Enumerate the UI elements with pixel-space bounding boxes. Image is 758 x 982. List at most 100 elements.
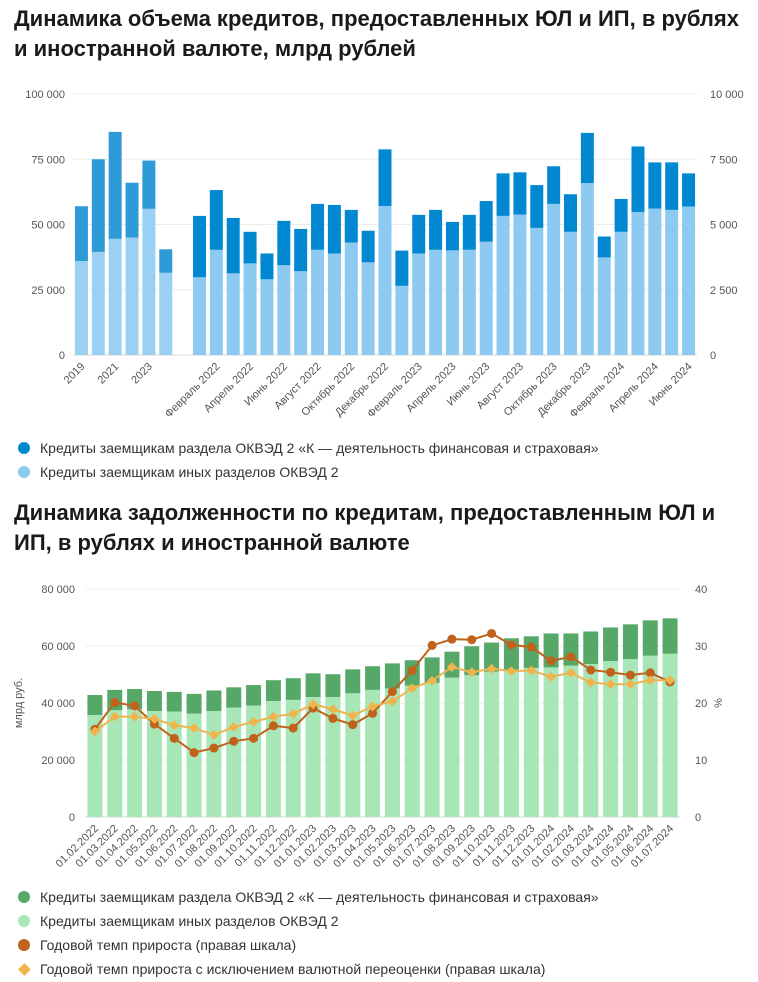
x-tick-label: 2021 — [95, 361, 121, 387]
left-tick-label: 0 — [59, 350, 65, 362]
bar-other-Июль 2023 — [496, 215, 510, 355]
bar-financial-Ноябрь 2023 — [564, 194, 578, 232]
right-tick-label: 7 500 — [710, 154, 738, 166]
bar-other-2019 — [74, 261, 88, 355]
bar-other-Октябрь 2023 — [547, 203, 561, 355]
legend-item-growth-rate[interactable]: Годовой темп прироста (правая шкала) — [18, 933, 599, 957]
growth-rate-ex-fx-point — [248, 716, 259, 727]
growth-rate-point — [328, 713, 338, 723]
right-tick-label: 5 000 — [710, 220, 738, 232]
bar-financial — [325, 674, 341, 698]
bar-other — [246, 705, 262, 817]
growth-rate-point — [209, 743, 219, 753]
growth-rate-point — [546, 656, 556, 666]
bar-other — [622, 659, 638, 817]
bar-other — [503, 669, 519, 817]
growth-rate-ex-fx-point — [585, 677, 596, 688]
right-tick-label: 0 — [710, 350, 716, 362]
bar-financial-Май 2023 — [462, 214, 476, 250]
bar-financial-Сентябрь 2022 — [327, 204, 341, 254]
bar-financial — [603, 627, 619, 662]
legend-item-other[interactable]: Кредиты заемщикам иных разделов ОКВЭД 2 — [18, 909, 599, 933]
growth-rate-ex-fx-point — [228, 721, 239, 732]
bar-financial-Апрель 2023 — [445, 221, 459, 251]
right-tick-label: 20 — [695, 698, 707, 710]
bar-other-Май 2022 — [260, 279, 274, 355]
growth-rate-point — [606, 667, 616, 677]
growth-rate-ex-fx-point — [565, 667, 576, 678]
bar-financial — [87, 695, 103, 715]
growth-rate-ex-fx-point — [526, 665, 537, 676]
bar-other — [603, 661, 619, 817]
bar-financial — [384, 663, 400, 689]
growth-rate-point — [467, 635, 477, 645]
legend-marker-icon — [18, 891, 30, 903]
bar-other — [325, 697, 341, 817]
left-tick-label: 50 000 — [31, 220, 65, 232]
growth-rate-point — [288, 723, 298, 733]
bar-financial — [464, 646, 480, 676]
bar-other — [87, 714, 103, 817]
bar-other-Март 2022 — [226, 273, 240, 355]
bar-other — [127, 709, 143, 817]
bar-other — [444, 677, 460, 817]
bar-other-Март 2024 — [631, 211, 645, 355]
bar-financial-Октябрь 2022 — [344, 209, 358, 243]
bar-financial — [642, 620, 658, 656]
bar-financial-Июнь 2023 — [479, 201, 493, 242]
growth-rate-ex-fx-point — [268, 711, 279, 722]
growth-rate-ex-fx-point — [407, 683, 418, 694]
bar-other — [206, 710, 222, 817]
x-tick-label: 2023 — [129, 361, 155, 387]
bar-financial — [365, 666, 381, 690]
legend-item-financial[interactable]: Кредиты заемщикам раздела ОКВЭД 2 «К — д… — [18, 436, 599, 460]
legend-item-financial[interactable]: Кредиты заемщикам раздела ОКВЭД 2 «К — д… — [18, 885, 599, 909]
legend-item-other[interactable]: Кредиты заемщикам иных разделов ОКВЭД 2 — [18, 460, 599, 484]
growth-rate-point — [447, 634, 457, 644]
bar-other-Январь 2022 — [192, 277, 206, 355]
bar-other — [424, 682, 440, 817]
bar-financial-Март 2024 — [631, 146, 645, 212]
bar-other-Декабрь 2023 — [580, 183, 594, 355]
bar-financial-Март 2023 — [429, 209, 443, 250]
right-tick-label: 10 000 — [710, 89, 744, 101]
bar-other-Февраль 2024 — [614, 231, 628, 355]
growth-rate-point — [427, 640, 437, 650]
bar-other — [464, 675, 480, 817]
bar-financial — [226, 687, 242, 708]
bar-financial — [265, 680, 281, 702]
bar-other-Январь 2024 — [597, 257, 611, 355]
bar-financial-2022 — [125, 182, 139, 238]
bar-financial-Февраль 2023 — [412, 214, 426, 254]
bar-financial-2021 — [108, 131, 122, 239]
bar-other — [563, 665, 579, 817]
chart-1-loan-volume: 0 0 25 000 2 500 50 000 5 000 75 000 7 500 100 0… — [25, 89, 744, 420]
bar-other-Июнь 2022 — [277, 265, 291, 355]
growth-rate-point — [586, 665, 596, 675]
growth-rate-point — [645, 668, 655, 678]
bar-financial-Январь 2023 — [395, 250, 409, 286]
bar-financial — [166, 691, 182, 712]
bar-other-Февраль 2023 — [412, 253, 426, 355]
bar-other — [146, 710, 162, 817]
bar-other-Май 2023 — [462, 249, 476, 355]
bar-other — [484, 671, 500, 817]
bar-other — [107, 710, 123, 817]
bar-other — [583, 663, 599, 817]
bar-other-2023 — [142, 208, 156, 355]
bar-financial-Сентябрь 2023 — [530, 185, 544, 228]
legend-label: Кредиты заемщикам раздела ОКВЭД 2 «К — д… — [40, 440, 599, 456]
bar-other-Ноябрь 2022 — [361, 262, 375, 355]
left-tick-label: 100 000 — [25, 89, 65, 101]
legend-item-growth-rate-ex-fx[interactable]: Годовой темп прироста с исключением валю… — [18, 957, 599, 981]
legend-label: Годовой темп прироста с исключением валю… — [40, 961, 546, 977]
chart-2-legend: Кредиты заемщикам раздела ОКВЭД 2 «К — д… — [18, 885, 599, 981]
bar-other — [305, 697, 321, 817]
chart-1-legend: Кредиты заемщикам раздела ОКВЭД 2 «К — д… — [18, 436, 599, 484]
bar-financial-Август 2023 — [513, 172, 527, 215]
right-tick-label: 2 500 — [710, 285, 738, 297]
growth-rate-ex-fx-point — [89, 726, 100, 737]
growth-rate-point — [387, 687, 397, 697]
growth-rate-point — [368, 708, 378, 718]
bar-other-Май 2024 — [665, 209, 679, 355]
